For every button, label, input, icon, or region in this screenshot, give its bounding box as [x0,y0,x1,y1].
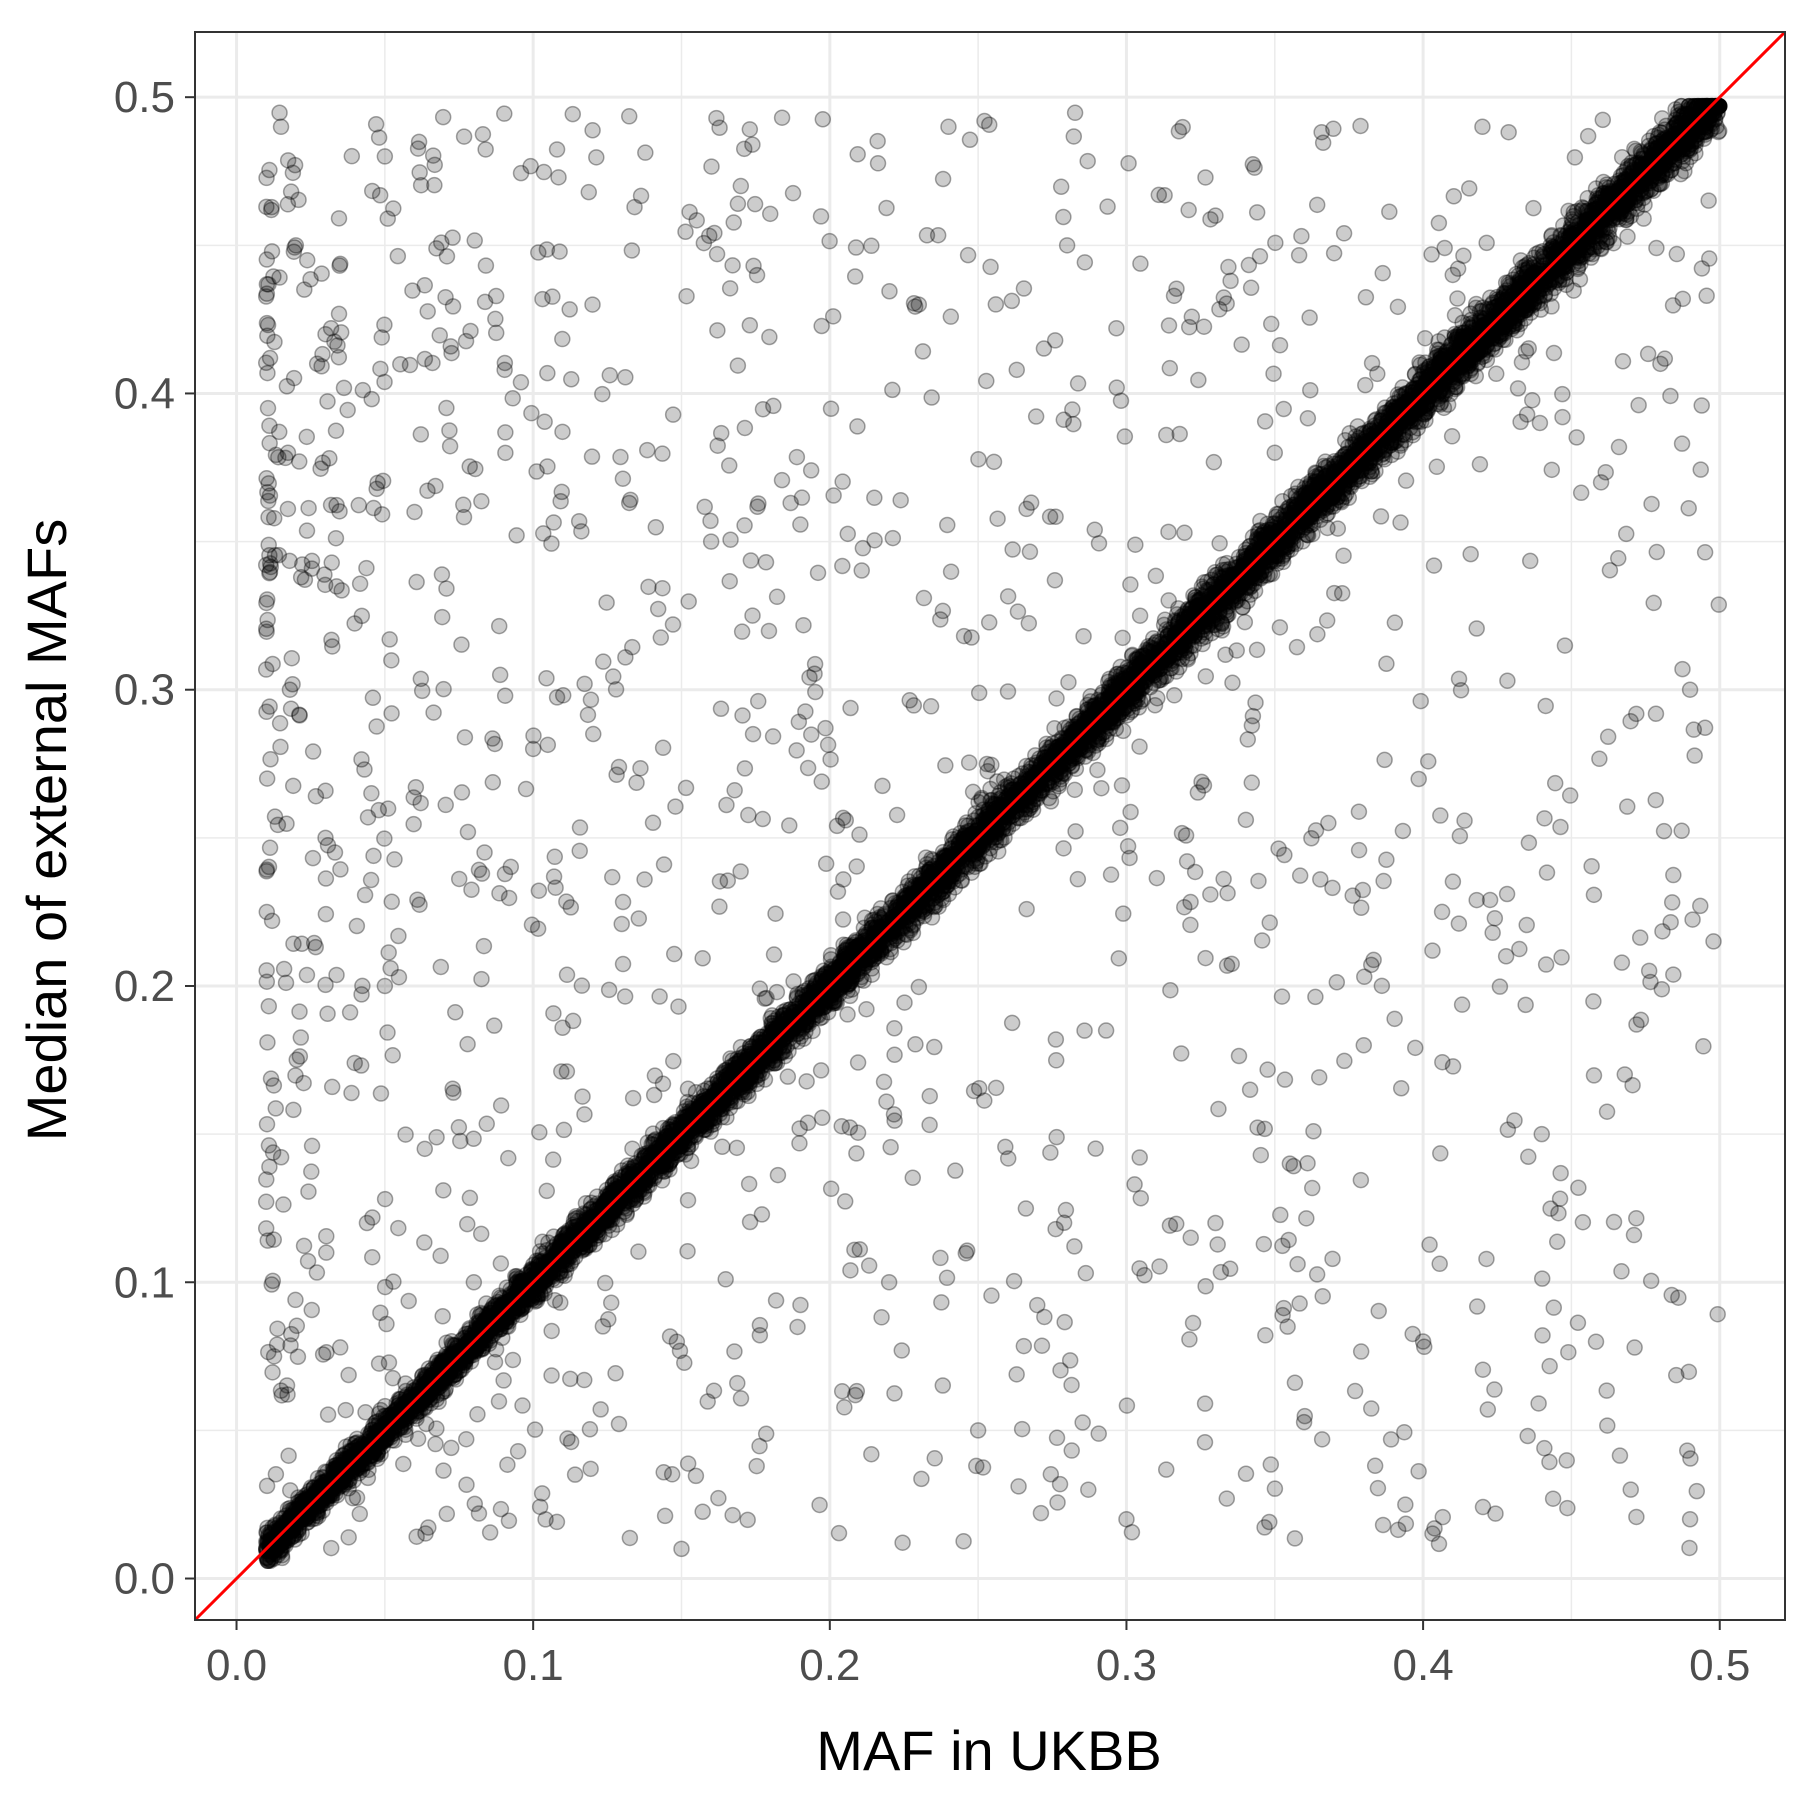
data-point [1208,1216,1223,1231]
data-point [1534,1127,1549,1142]
data-point [1683,682,1698,697]
data-point [704,534,719,549]
data-point [1683,1512,1698,1527]
data-point [941,119,956,134]
data-point [1356,1038,1371,1053]
data-point [882,1275,897,1290]
data-point [1475,119,1490,134]
data-point [585,297,600,312]
data-point [1267,445,1282,460]
data-point [674,1541,689,1556]
data-point [1623,1482,1638,1497]
data-point [733,179,748,194]
data-point [274,119,289,134]
data-point [466,1275,481,1290]
data-point [971,1423,986,1438]
data-point [377,978,392,993]
data-point [407,504,422,519]
data-point [1060,238,1075,253]
data-point [377,149,392,164]
